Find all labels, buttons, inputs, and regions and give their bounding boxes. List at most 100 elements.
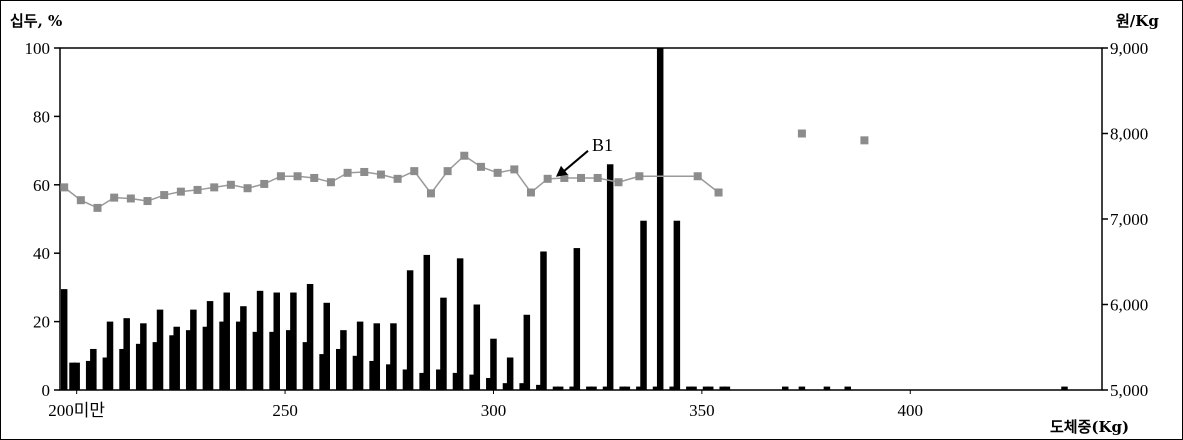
price-point bbox=[160, 191, 169, 200]
bar-series-b-bar bbox=[369, 360, 376, 390]
bar-series-b-bar bbox=[352, 355, 360, 390]
bar-series-a-bar bbox=[406, 270, 414, 390]
bar-series-b-bar bbox=[169, 335, 176, 390]
price-point bbox=[393, 174, 402, 183]
bar-series-b-bar bbox=[602, 386, 610, 390]
bar-series-a-bar bbox=[206, 301, 214, 390]
bar-series-a-bar bbox=[173, 326, 180, 390]
bar-series-b-bar bbox=[269, 331, 276, 390]
bar-series-a-bar bbox=[323, 302, 331, 390]
bar-series-b-bar bbox=[302, 342, 310, 390]
bar-series-a-bar bbox=[844, 386, 852, 390]
price-point bbox=[226, 180, 235, 189]
bar-series-a-bar bbox=[673, 220, 681, 390]
price-point bbox=[493, 168, 502, 177]
right-tick-label: 8,000 bbox=[1110, 125, 1148, 144]
price-line-series bbox=[60, 129, 869, 212]
bar-series-a-bar bbox=[690, 386, 697, 390]
price-point bbox=[593, 173, 602, 182]
bar-series-b-bar bbox=[552, 386, 560, 390]
bar-series-b-bar bbox=[102, 357, 110, 390]
price-point bbox=[143, 197, 152, 206]
bar-series-a-bar bbox=[340, 330, 347, 390]
right-axis: 5,000 6,000 7,000 8,000 9,000 bbox=[1102, 39, 1148, 400]
left-tick-label: 100 bbox=[25, 39, 51, 58]
bar-series-b-bar bbox=[85, 360, 93, 390]
bar-series-b-bar bbox=[235, 321, 243, 390]
price-point bbox=[126, 194, 135, 203]
price-point bbox=[243, 184, 252, 193]
right-tick-label: 7,000 bbox=[1110, 210, 1148, 229]
bar-series-a-bar bbox=[640, 220, 647, 390]
price-point bbox=[410, 167, 419, 176]
bar-series-b-bar bbox=[419, 372, 426, 390]
bar-series-a-bar bbox=[606, 164, 614, 390]
bar-series-b-bar bbox=[119, 348, 126, 390]
price-point bbox=[76, 196, 85, 205]
bar-series-a-bar bbox=[590, 386, 597, 390]
price-point bbox=[614, 178, 623, 187]
right-tick-label: 9,000 bbox=[1110, 39, 1148, 58]
bar-series-b-bar bbox=[469, 374, 476, 390]
left-tick-label: 20 bbox=[33, 313, 50, 332]
right-axis-title: 원/Kg bbox=[1116, 12, 1159, 30]
price-point bbox=[193, 185, 202, 194]
price-point bbox=[577, 173, 585, 182]
bar-series-b-bar bbox=[135, 343, 143, 390]
bar-series-a-bar bbox=[140, 323, 147, 390]
plot-area-frame bbox=[59, 47, 1103, 391]
price-point bbox=[60, 183, 69, 192]
bar-series-a-bar bbox=[390, 323, 397, 390]
bar-series-a-bar bbox=[506, 357, 514, 390]
bar-series-a-bar bbox=[190, 309, 197, 390]
bar-series-a-bar bbox=[356, 321, 364, 390]
price-point bbox=[443, 167, 452, 176]
bar-series-a-bar bbox=[623, 386, 631, 390]
annotation-b1: B1 bbox=[555, 135, 613, 177]
right-tick-label: 5,000 bbox=[1110, 381, 1148, 400]
left-tick-label: 40 bbox=[33, 244, 50, 263]
bar-series-a-bar bbox=[373, 323, 381, 390]
price-point bbox=[110, 193, 119, 202]
price-point bbox=[376, 170, 385, 179]
bar-series-b-bar bbox=[436, 369, 443, 390]
price-point bbox=[714, 188, 723, 197]
price-outlier-point bbox=[860, 136, 869, 145]
bar-series-a-bar bbox=[781, 386, 789, 390]
bar-series-a-bar bbox=[106, 321, 114, 390]
left-axis: 0 20 40 60 80 100 bbox=[25, 39, 60, 400]
bar-series bbox=[60, 48, 1068, 390]
bar-series-b-bar bbox=[252, 331, 260, 390]
bar-series-a-bar bbox=[256, 290, 264, 390]
price-point bbox=[635, 172, 644, 181]
x-tick-label: 300 bbox=[481, 401, 507, 420]
annotation-arrow-head bbox=[555, 165, 568, 177]
bar-series-a-bar bbox=[73, 362, 80, 390]
bar-series-b-bar bbox=[502, 383, 510, 390]
bar-series-b-bar bbox=[519, 383, 526, 390]
price-point bbox=[560, 173, 569, 182]
left-tick-label: 0 bbox=[42, 381, 51, 400]
bar-series-a-bar bbox=[473, 304, 481, 390]
bar-series-b-bar bbox=[152, 342, 160, 390]
price-point bbox=[276, 172, 285, 181]
bar-series-b-bar bbox=[69, 362, 76, 390]
bar-series-a-bar bbox=[656, 48, 664, 390]
price-point bbox=[210, 183, 219, 192]
bar-series-b-bar bbox=[619, 386, 626, 390]
bar-series-a-bar bbox=[523, 314, 531, 390]
price-point bbox=[93, 203, 102, 212]
bar-series-a-bar bbox=[573, 248, 581, 390]
bar-series-a-bar bbox=[540, 251, 547, 390]
right-tick-label: 6,000 bbox=[1110, 296, 1148, 315]
bar-series-a-bar bbox=[1061, 386, 1068, 390]
price-point bbox=[526, 188, 535, 197]
price-point bbox=[693, 172, 702, 181]
price-point bbox=[360, 167, 369, 176]
left-tick-label: 80 bbox=[33, 107, 50, 126]
bar-series-a-bar bbox=[156, 309, 164, 390]
x-tick-label: 350 bbox=[689, 401, 715, 420]
bar-series-a-bar bbox=[123, 318, 130, 390]
bar-series-a-bar bbox=[306, 283, 314, 390]
